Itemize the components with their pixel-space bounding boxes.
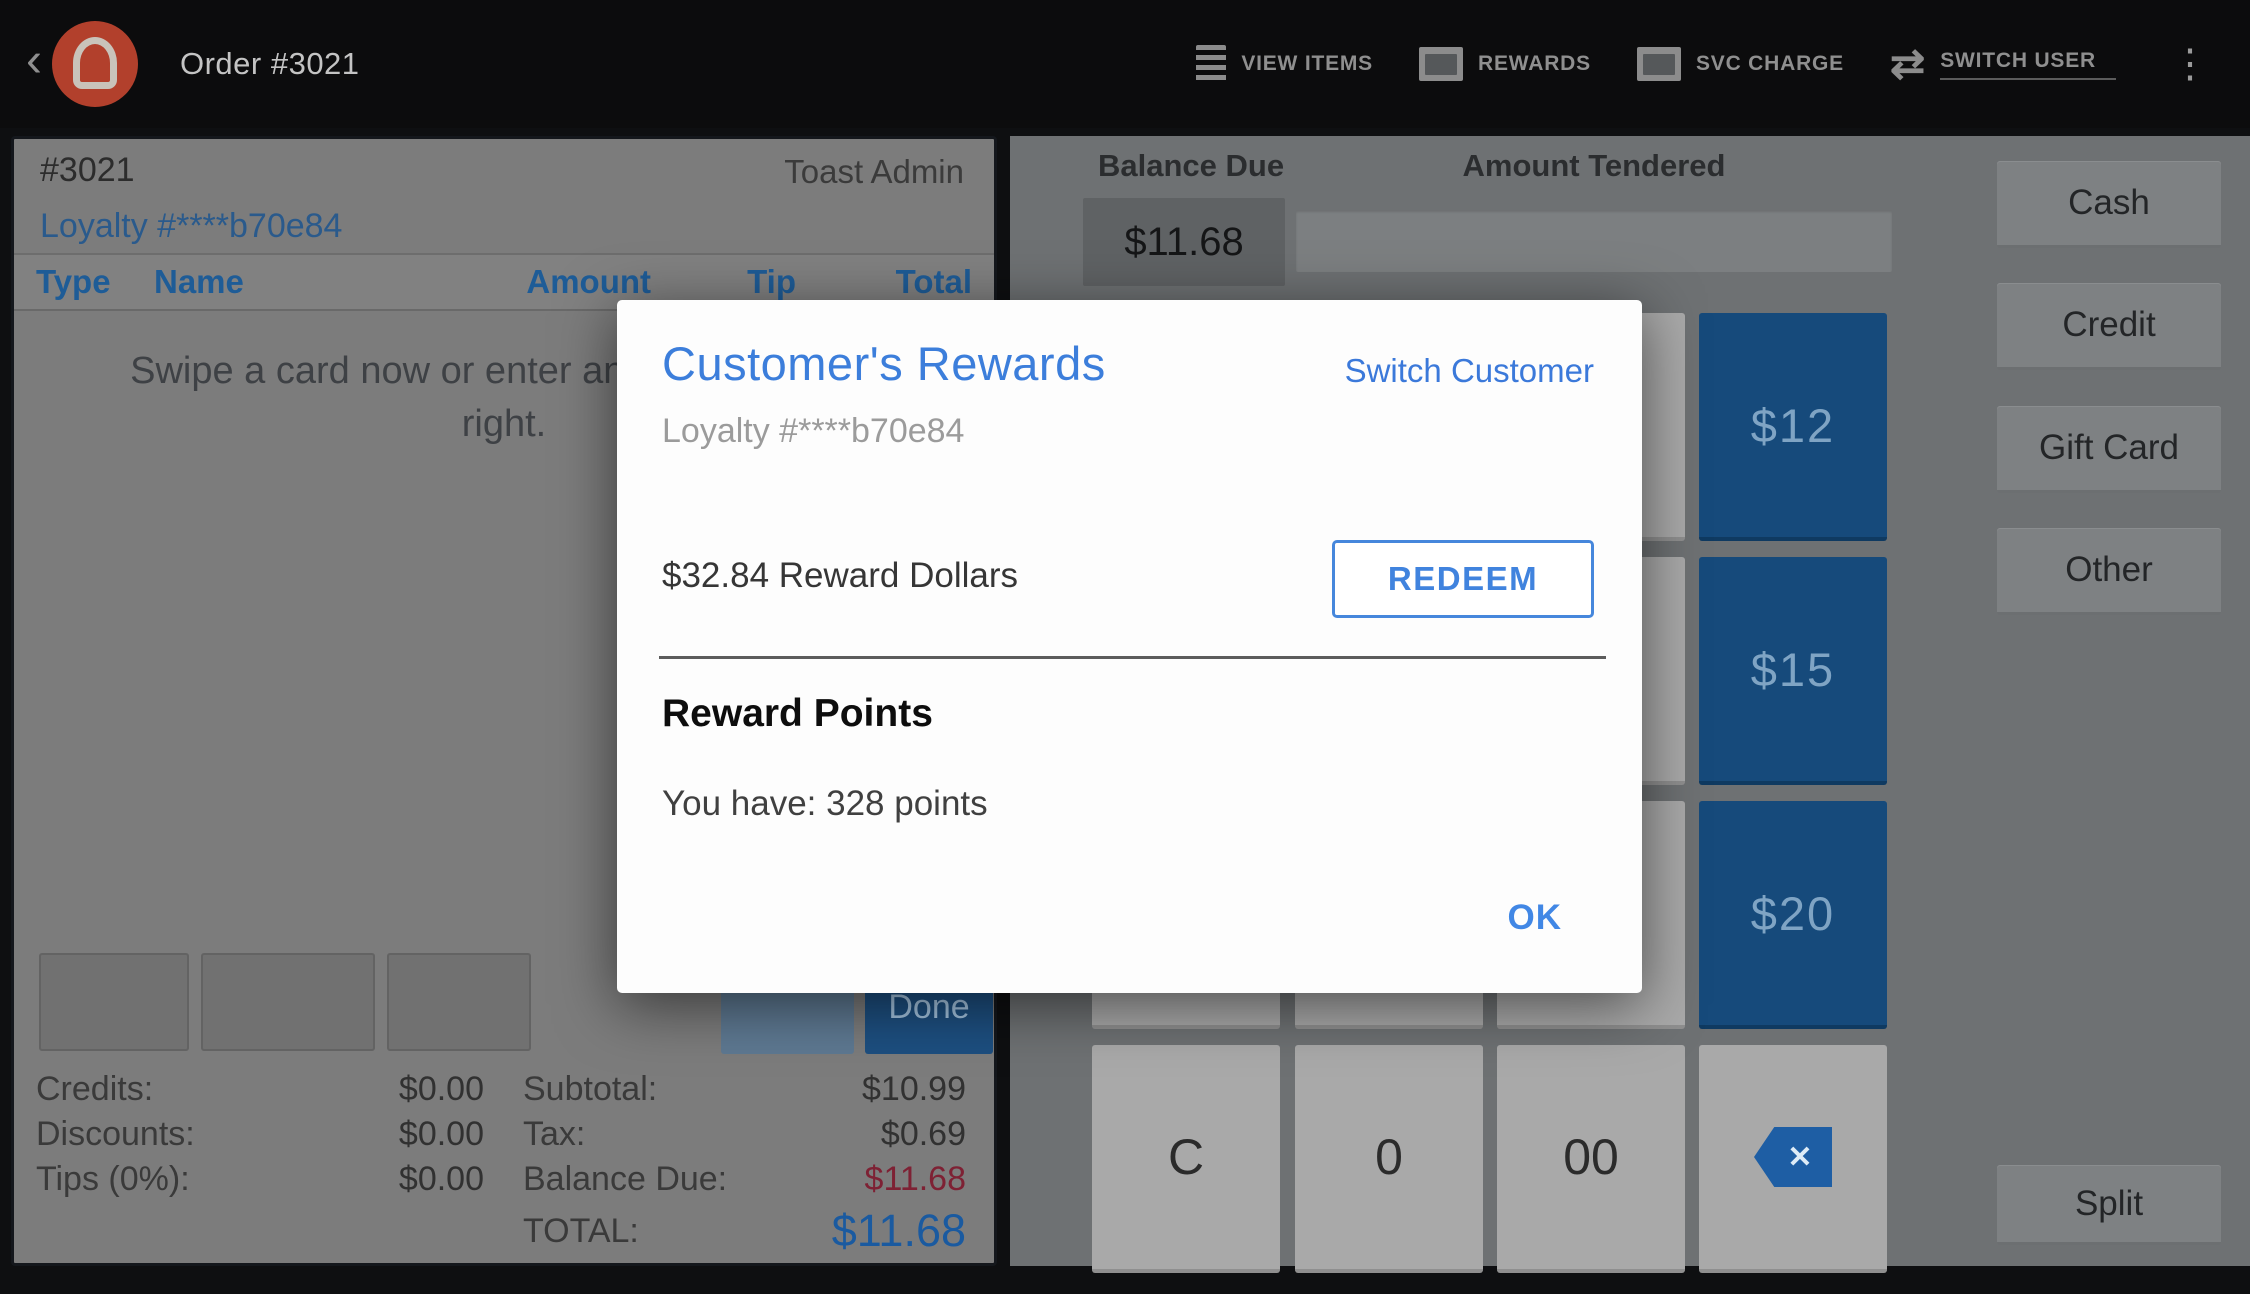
totals-left-column: Credits: $0.00 Discounts: $0.00 Tips (0%…: [36, 1067, 484, 1202]
modal-loyalty-number: Loyalty #****b70e84: [662, 412, 965, 450]
server-name: Toast Admin: [784, 153, 964, 190]
gift-card-button[interactable]: Gift Card: [1997, 406, 2221, 493]
toast-logo: [51, 21, 138, 107]
balance-due-value: $11.68: [864, 1160, 966, 1198]
top-bar: ‹ Order #3021 VIEW ITEMS REWARDS SVC CHA…: [0, 0, 2250, 128]
swipe-message-line2: right.: [461, 403, 547, 446]
tax-row: Tax: $0.69: [523, 1112, 966, 1157]
other-button[interactable]: Other: [1997, 528, 2221, 615]
check-action-button-1[interactable]: [39, 953, 189, 1051]
bread-icon: [72, 37, 117, 89]
back-chevron-icon[interactable]: ‹: [26, 34, 42, 87]
svc-charge-label: SVC CHARGE: [1695, 52, 1844, 75]
loyalty-link[interactable]: Loyalty #****b70e84: [40, 207, 343, 245]
tips-label: Tips (0%):: [36, 1160, 190, 1198]
total-value: $11.68: [831, 1205, 966, 1256]
credits-row: Credits: $0.00: [36, 1067, 484, 1112]
redeem-button[interactable]: REDEEM: [1332, 540, 1594, 618]
balance-due-row: Balance Due: $11.68: [523, 1157, 966, 1202]
order-title: Order #3021: [179, 46, 360, 81]
col-name: Name: [154, 263, 244, 300]
rewards-card-icon: [1419, 47, 1463, 81]
check-number: #3021: [40, 151, 135, 189]
amount-tendered-header: Amount Tendered: [1462, 148, 1726, 183]
discounts-label: Discounts:: [36, 1115, 195, 1153]
topbar-actions: VIEW ITEMS REWARDS SVC CHARGE ⇄ SWITCH U…: [1196, 43, 2224, 85]
col-amount: Amount: [526, 263, 651, 300]
tips-value: $0.00: [398, 1160, 484, 1198]
check-action-button-2[interactable]: [201, 953, 375, 1051]
rewards-label: REWARDS: [1478, 52, 1591, 75]
numpad-key-zero[interactable]: 0: [1295, 1045, 1483, 1273]
reward-dollars-text: $32.84 Reward Dollars: [662, 556, 1019, 595]
subtotal-row: Subtotal: $10.99: [523, 1067, 966, 1112]
subtotal-value: $10.99: [862, 1070, 966, 1108]
numpad-key-clear[interactable]: C: [1092, 1045, 1280, 1273]
numpad-key-double-zero[interactable]: 00: [1497, 1045, 1685, 1273]
amount-tendered-input[interactable]: [1296, 210, 1892, 272]
view-items-button[interactable]: VIEW ITEMS: [1196, 45, 1373, 83]
tips-row: Tips (0%): $0.00: [36, 1157, 484, 1202]
discounts-row: Discounts: $0.00: [36, 1112, 484, 1157]
total-label: TOTAL:: [523, 1211, 639, 1250]
quick-amount-15-button[interactable]: $15: [1699, 557, 1887, 785]
rewards-button[interactable]: REWARDS: [1419, 47, 1591, 81]
ok-button[interactable]: OK: [1507, 898, 1562, 937]
shuffle-icon: ⇄: [1889, 40, 1926, 87]
overflow-menu-icon[interactable]: ⋮: [2170, 42, 2210, 86]
credits-value: $0.00: [398, 1070, 484, 1108]
tax-value: $0.69: [880, 1115, 966, 1153]
subtotal-label: Subtotal:: [523, 1070, 658, 1108]
backspace-key[interactable]: ✕: [1699, 1045, 1887, 1273]
split-button[interactable]: Split: [1997, 1165, 2221, 1245]
col-tip: Tip: [747, 263, 796, 300]
reward-points-text: You have: 328 points: [662, 784, 988, 823]
reward-points-heading: Reward Points: [662, 692, 933, 735]
svc-charge-card-icon: [1636, 47, 1681, 81]
tax-label: Tax:: [523, 1115, 586, 1153]
balance-due-amount: $11.68: [1083, 198, 1285, 286]
col-type: Type: [36, 263, 111, 300]
view-items-label: VIEW ITEMS: [1241, 52, 1373, 75]
credit-button[interactable]: Credit: [1997, 283, 2221, 370]
svc-charge-button[interactable]: SVC CHARGE: [1636, 47, 1844, 81]
credits-label: Credits:: [36, 1070, 154, 1108]
list-icon: [1196, 45, 1227, 83]
backspace-x-glyph: ✕: [1787, 1140, 1813, 1174]
col-total: Total: [895, 263, 972, 300]
quick-amount-12-button[interactable]: $12: [1699, 313, 1887, 541]
cash-button[interactable]: Cash: [1997, 161, 2221, 248]
totals-right-column: Subtotal: $10.99 Tax: $0.69 Balance Due:…: [523, 1067, 966, 1260]
switch-customer-link[interactable]: Switch Customer: [1344, 352, 1594, 389]
quick-amount-20-button[interactable]: $20: [1699, 801, 1887, 1029]
total-row: TOTAL: $11.68: [523, 1202, 966, 1260]
balance-due-header: Balance Due: [1098, 148, 1285, 183]
switch-user-button[interactable]: ⇄ SWITCH USER: [1890, 43, 2116, 85]
modal-divider: [659, 656, 1606, 659]
modal-title: Customer's Rewards: [662, 337, 1106, 390]
switch-user-label: SWITCH USER: [1940, 49, 2116, 80]
check-action-button-3[interactable]: [387, 953, 531, 1051]
backspace-icon: ✕: [1754, 1127, 1832, 1187]
discounts-value: $0.00: [398, 1115, 484, 1153]
balance-due-label: Balance Due:: [523, 1160, 728, 1198]
customer-rewards-modal: Customer's Rewards Switch Customer Loyal…: [617, 300, 1642, 993]
